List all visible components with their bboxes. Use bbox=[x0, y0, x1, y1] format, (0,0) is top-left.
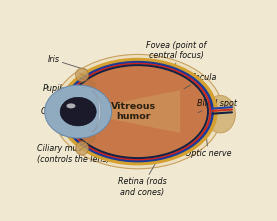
Ellipse shape bbox=[76, 68, 88, 82]
Ellipse shape bbox=[205, 95, 235, 133]
Ellipse shape bbox=[76, 142, 88, 155]
Text: Iris: Iris bbox=[48, 55, 90, 71]
Ellipse shape bbox=[60, 61, 215, 163]
Text: Vitreous
humor: Vitreous humor bbox=[111, 102, 156, 121]
Text: Pupil: Pupil bbox=[43, 84, 80, 98]
Text: Macula: Macula bbox=[184, 73, 217, 89]
Text: Ciliary muscle
(controls the lens): Ciliary muscle (controls the lens) bbox=[37, 135, 109, 164]
Text: Fovea (point of
central focus): Fovea (point of central focus) bbox=[146, 41, 206, 72]
Circle shape bbox=[60, 97, 96, 126]
Ellipse shape bbox=[60, 99, 90, 119]
Text: Optic nerve: Optic nerve bbox=[185, 138, 231, 158]
Text: Lens: Lens bbox=[53, 111, 77, 124]
Ellipse shape bbox=[66, 103, 75, 108]
Text: Blind spot: Blind spot bbox=[197, 99, 237, 113]
Polygon shape bbox=[92, 91, 101, 132]
Text: Cornea: Cornea bbox=[41, 107, 70, 116]
Ellipse shape bbox=[53, 54, 223, 169]
Circle shape bbox=[45, 85, 112, 138]
Polygon shape bbox=[74, 90, 180, 133]
Polygon shape bbox=[61, 88, 82, 136]
Text: Retina (rods
and cones): Retina (rods and cones) bbox=[118, 154, 166, 196]
